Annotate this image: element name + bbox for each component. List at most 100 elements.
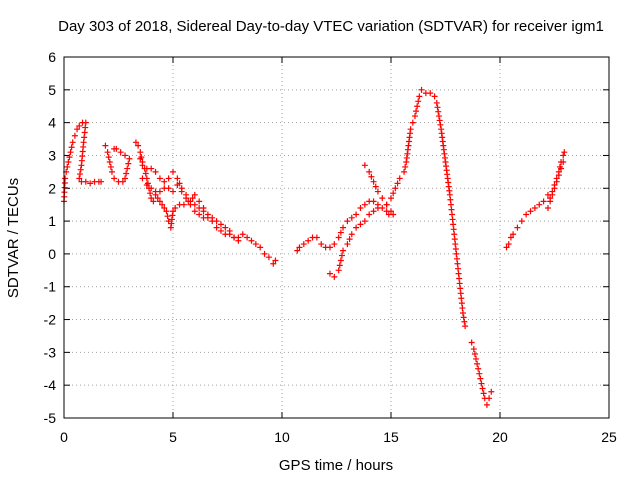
data-point (436, 117, 443, 124)
y-tick-label: 5 (48, 82, 56, 98)
data-point (313, 234, 320, 241)
data-point (178, 188, 185, 195)
data-point (361, 218, 368, 225)
data-point (117, 149, 124, 156)
data-point (196, 204, 203, 211)
data-point (191, 191, 198, 198)
data-point (82, 178, 89, 185)
data-point (340, 247, 347, 254)
data-point (338, 252, 345, 259)
data-point (67, 149, 74, 156)
data-point (107, 163, 114, 170)
data-point (305, 237, 312, 244)
data-point (187, 201, 194, 208)
data-point (126, 155, 133, 162)
chart-title: Day 303 of 2018, Sidereal Day-to-day VTE… (58, 18, 604, 35)
data-point (510, 231, 517, 238)
data-point (468, 339, 475, 346)
data-point (518, 218, 525, 225)
data-point (348, 214, 355, 221)
data-point (431, 93, 438, 100)
data-point (370, 208, 377, 215)
data-point (105, 154, 112, 161)
data-point (344, 218, 351, 225)
data-point (64, 163, 71, 170)
data-point (68, 144, 75, 151)
x-tick-label: 5 (169, 429, 177, 445)
y-tick-label: -1 (44, 279, 57, 295)
data-point (200, 208, 207, 215)
data-point (388, 208, 394, 215)
plot-frame (63, 56, 610, 419)
data-point (156, 175, 163, 182)
x-tick-label: 10 (274, 429, 290, 445)
y-tick-label: -4 (44, 377, 57, 393)
data-point (154, 195, 161, 202)
y-tick-labels: -5 -4 -3 -2 -1 0 1 2 3 4 5 6 (44, 49, 57, 426)
data-point (172, 204, 179, 211)
data-point (479, 385, 486, 392)
data-point (272, 257, 279, 264)
data-point (336, 262, 343, 269)
data-point (163, 208, 170, 215)
data-point (353, 224, 360, 231)
data-point (123, 170, 130, 177)
data-point (390, 190, 397, 197)
x-tick-labels: 0 5 10 15 20 25 (60, 429, 617, 445)
data-point (344, 241, 351, 248)
data-point (335, 267, 342, 274)
data-point (76, 171, 83, 178)
data-point (348, 231, 355, 238)
y-tick-label: 2 (48, 180, 56, 196)
data-point (170, 168, 176, 175)
y-tick-label: 6 (48, 49, 56, 65)
data-point (503, 244, 510, 251)
data-point (132, 139, 139, 146)
data-point (370, 178, 377, 185)
data-point (135, 142, 142, 149)
data-point (196, 211, 203, 218)
gridlines (64, 57, 609, 418)
data-point (374, 188, 381, 195)
data-point (337, 229, 344, 236)
data-point (366, 168, 373, 175)
data-point (74, 126, 81, 133)
y-tick-label: -2 (44, 312, 57, 328)
data-point (200, 214, 207, 221)
data-point (435, 108, 442, 115)
data-point (411, 113, 418, 120)
data-point (394, 180, 401, 187)
data-point (536, 201, 543, 208)
data-point (156, 198, 163, 205)
data-point (331, 273, 338, 280)
data-point (435, 113, 442, 120)
data-point (69, 139, 76, 146)
data-point (235, 237, 242, 244)
x-tick-label: 25 (601, 429, 617, 445)
y-tick-label: 3 (48, 147, 56, 163)
data-point (170, 208, 176, 215)
data-point (152, 168, 159, 175)
data-point (148, 195, 155, 202)
y-tick-label: -5 (44, 410, 57, 426)
data-point (476, 370, 483, 377)
data-point (257, 244, 264, 251)
y-tick-label: 4 (48, 115, 56, 131)
data-point (346, 236, 353, 243)
data-point (379, 195, 386, 202)
data-point (196, 198, 203, 205)
data-point (217, 221, 224, 228)
y-tick-label: 1 (48, 213, 56, 229)
data-point (531, 204, 538, 211)
data-point (558, 165, 565, 172)
data-point (165, 175, 172, 182)
data-point (87, 180, 94, 187)
data-point (231, 234, 238, 241)
data-point (76, 175, 83, 182)
data-point (139, 175, 146, 182)
data-point (147, 190, 154, 197)
data-point (213, 224, 220, 231)
data-point (473, 355, 480, 362)
data-point (248, 237, 255, 244)
